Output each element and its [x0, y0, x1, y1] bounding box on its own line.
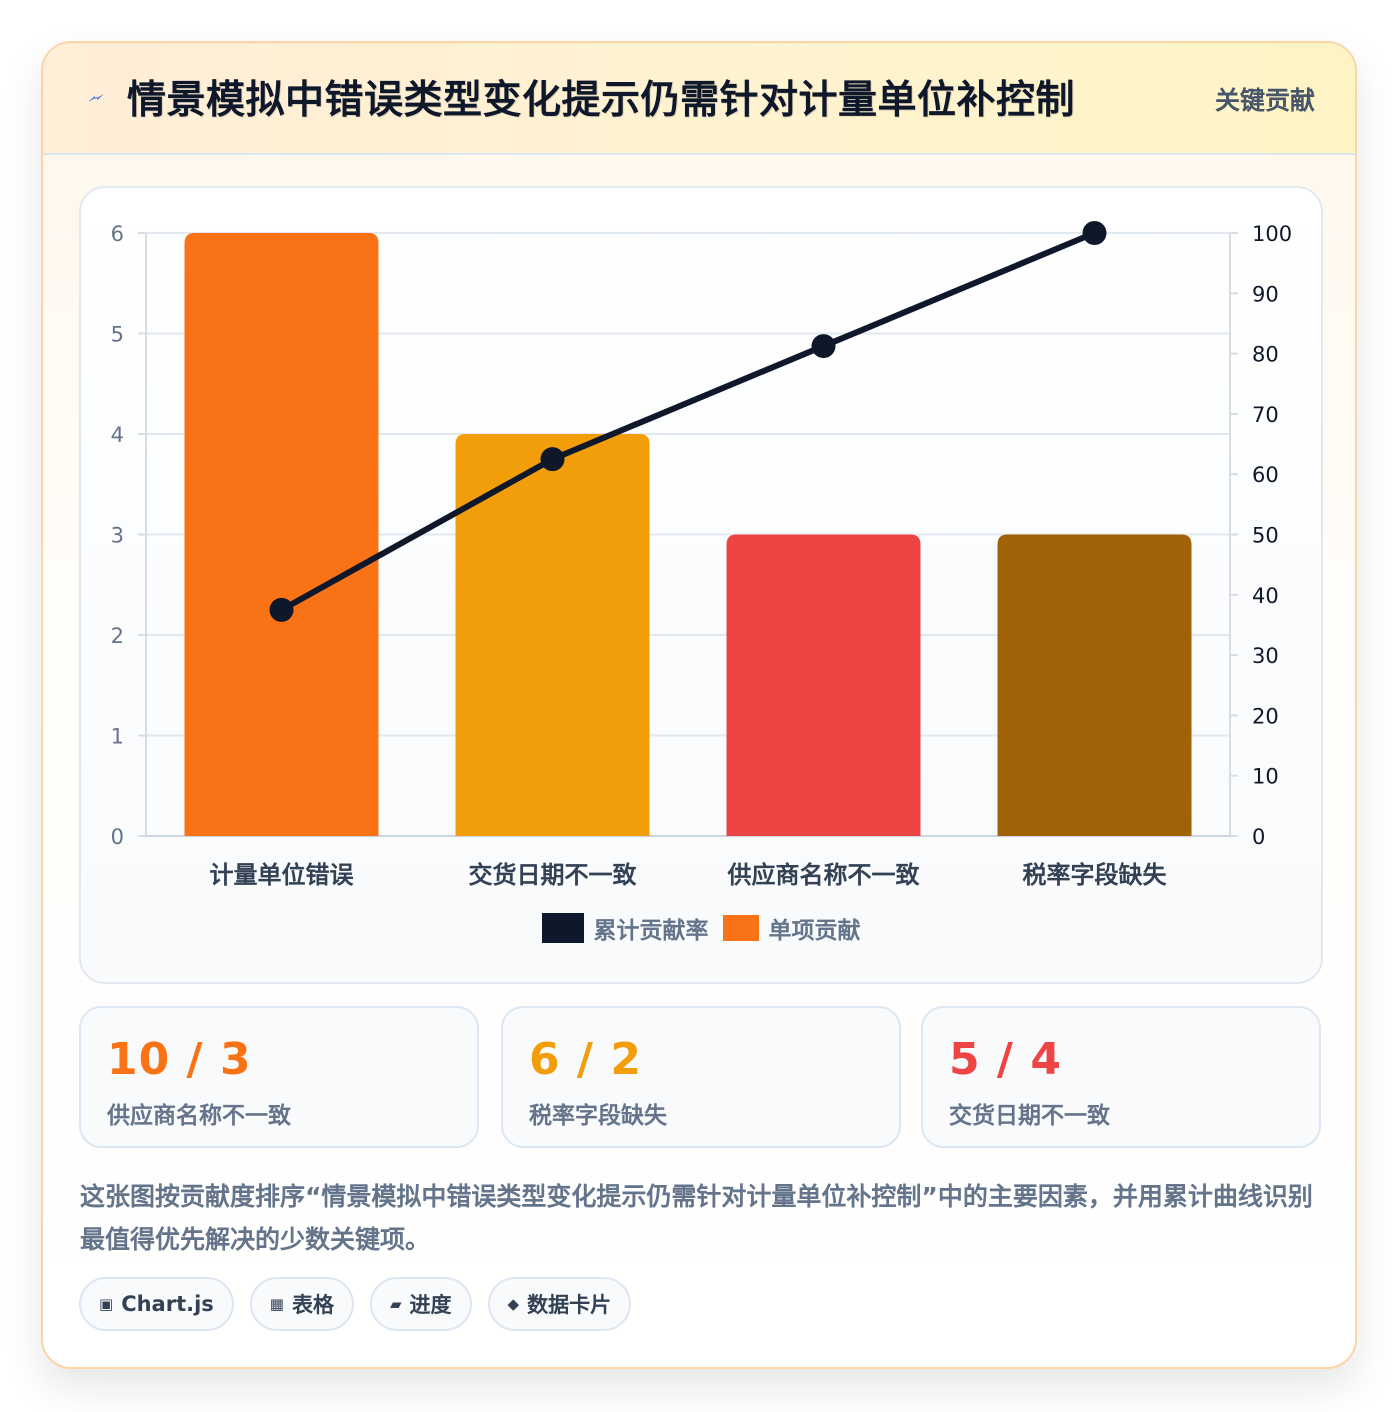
cumulative-line — [278, 230, 1098, 613]
chart-panel: 0 1 2 3 4 5 6 0 10 20 30 40 50 60 70 80 90 100 计量单位错误 交货日期不… — [79, 186, 1323, 984]
bar — [997, 534, 1192, 836]
y-right-tick-label: 70 — [1252, 403, 1279, 427]
y-right-tick-label: 20 — [1252, 704, 1279, 728]
card-header: 情景模拟中错误类型变化提示仍需针对计量单位补控制 关键贡献 — [43, 43, 1355, 155]
y-left-tick-label: 2 — [111, 624, 124, 648]
chip-label: 表格 — [291, 1293, 334, 1317]
y-left-tick-label: 0 — [111, 825, 124, 849]
stat-value: 10 / 3 — [107, 1034, 252, 1085]
y-right-tick-label: 40 — [1252, 584, 1279, 608]
bar — [726, 534, 921, 836]
chip-progress[interactable]: ▰ 进度 — [369, 1277, 472, 1331]
chip-label: 进度 — [409, 1293, 452, 1317]
legend-swatch-single — [722, 915, 759, 941]
y-right-tick-label: 10 — [1252, 765, 1279, 789]
y-left-tick-label: 3 — [111, 524, 124, 548]
stat-card-1: 10 / 3 供应商名称不一致 — [79, 1006, 479, 1148]
y-right-tick-label: 80 — [1252, 343, 1279, 367]
stat-card-2: 6 / 2 税率字段缺失 — [501, 1006, 901, 1148]
stat-label: 税率字段缺失 — [529, 1103, 667, 1129]
y-left-tick-label: 5 — [111, 323, 124, 347]
y-right-tick-label: 0 — [1252, 825, 1265, 849]
chip-label: 数据卡片 — [527, 1293, 612, 1317]
x-tick-label: 计量单位错误 — [210, 861, 355, 889]
tag-chips: ▣ Chart.js ▦ 表格 ▰ 进度 ◆ 数据卡片 — [79, 1277, 632, 1335]
chip-table[interactable]: ▦ 表格 — [249, 1277, 354, 1331]
x-tick-label: 税率字段缺失 — [1023, 861, 1168, 889]
bar — [455, 434, 650, 836]
cumulative-point — [1082, 221, 1107, 245]
y-right-tick-label: 90 — [1252, 282, 1279, 306]
stat-value: 5 / 4 — [949, 1034, 1062, 1085]
y-right-tick-label: 100 — [1252, 222, 1292, 246]
card-icon: ◆ — [507, 1295, 520, 1313]
main-card: 情景模拟中错误类型变化提示仍需针对计量单位补控制 关键贡献 0 1 2 3 4 5 6 0 10… — [41, 41, 1357, 1369]
progress-icon: ▰ — [389, 1295, 402, 1313]
cumulative-point — [269, 597, 294, 622]
chart-icon: ▣ — [99, 1295, 114, 1313]
cumulative-point — [540, 447, 565, 472]
stat-value: 6 / 2 — [529, 1034, 642, 1085]
chart-legend: 累计贡献率 单项贡献 — [81, 910, 1321, 946]
legend-label-cumulative: 累计贡献率 — [593, 918, 709, 944]
y-right-tick-label: 60 — [1252, 463, 1279, 487]
stat-label: 供应商名称不一致 — [107, 1103, 291, 1129]
table-icon: ▦ — [269, 1295, 284, 1313]
legend-item-single[interactable]: 单项贡献 — [722, 911, 861, 945]
y-right-tick-label: 30 — [1252, 644, 1279, 668]
y-left-tick-label: 4 — [111, 423, 124, 447]
y-right-tick-label: 50 — [1252, 524, 1279, 548]
stat-card-3: 5 / 4 交货日期不一致 — [921, 1006, 1321, 1148]
x-tick-label: 交货日期不一致 — [469, 861, 638, 889]
legend-label-single: 单项贡献 — [768, 918, 861, 944]
stat-label: 交货日期不一致 — [949, 1103, 1110, 1129]
chip-datacard[interactable]: ◆ 数据卡片 — [487, 1277, 632, 1331]
y-left-tick-label: 1 — [111, 725, 124, 749]
cumulative-point — [811, 334, 836, 359]
x-tick-label: 供应商名称不一致 — [727, 861, 921, 889]
chip-chartjs[interactable]: ▣ Chart.js — [79, 1277, 234, 1331]
lightning-icon — [88, 94, 104, 102]
legend-item-cumulative[interactable]: 累计贡献率 — [541, 911, 709, 945]
bar — [184, 233, 379, 836]
legend-swatch-cumulative — [541, 913, 584, 943]
y-left-tick-label: 6 — [111, 222, 124, 246]
header-tag: 关键贡献 — [1214, 86, 1315, 115]
chip-label: Chart.js — [121, 1292, 214, 1316]
page-title: 情景模拟中错误类型变化提示仍需针对计量单位补控制 — [127, 78, 1076, 123]
chart-description: 这张图按贡献度排序“情景模拟中错误类型变化提示仍需针对计量单位补控制”中的主要因… — [80, 1182, 1313, 1254]
